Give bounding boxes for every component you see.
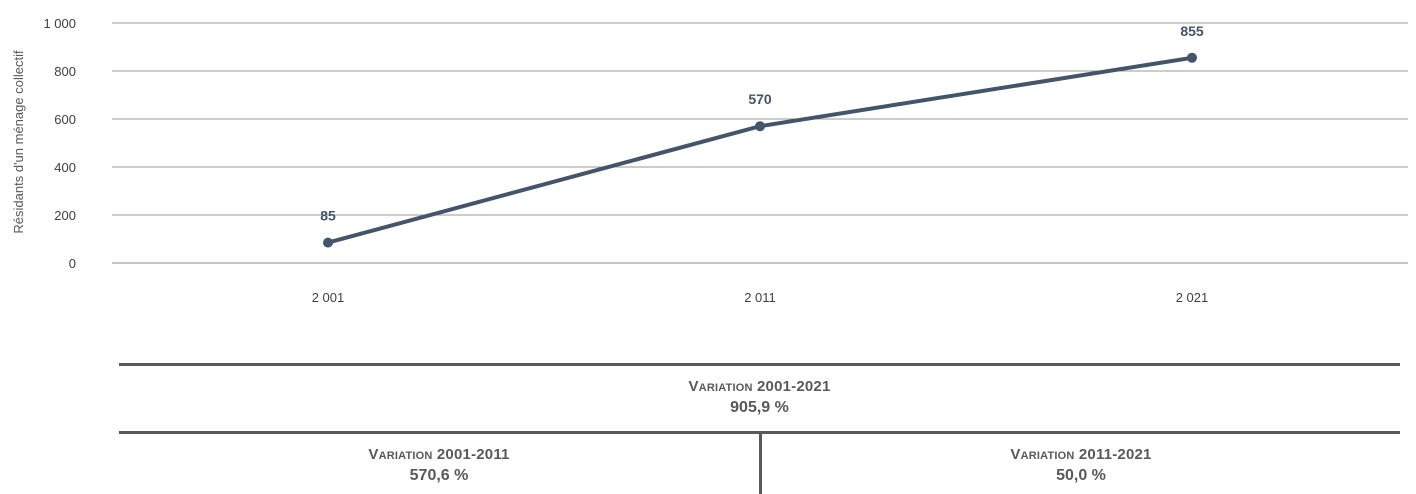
y-tick-label: 200 <box>54 208 76 223</box>
line-chart: Résidants d'un ménage collectif 0 200 400 6… <box>11 16 1408 305</box>
variation-second-title: Variation 2011-2021 <box>1010 446 1152 463</box>
middle-rule <box>119 431 1400 434</box>
data-label: 85 <box>320 208 336 224</box>
y-tick-label: 800 <box>54 64 76 79</box>
variation-first-value: 570,6 % <box>409 467 469 484</box>
x-axis-ticks: 2 001 2 011 2 021 <box>312 290 1209 305</box>
variation-total: Variation 2001-2021 905,9 % <box>119 378 1400 417</box>
data-point <box>755 121 765 132</box>
vertical-divider <box>759 434 762 494</box>
y-axis-ticks: 0 200 400 600 800 1 000 <box>43 16 76 271</box>
variation-second-value: 50,0 % <box>1056 467 1106 484</box>
variation-total-title: Variation 2001-2021 <box>688 378 831 395</box>
data-point <box>323 237 333 248</box>
x-tick-label: 2 021 <box>1176 290 1209 305</box>
variation-first: Variation 2001-2011 570,6 % <box>119 446 759 485</box>
x-tick-label: 2 001 <box>312 290 345 305</box>
y-tick-label: 0 <box>69 256 76 271</box>
data-label: 855 <box>1180 23 1204 39</box>
y-tick-label: 400 <box>54 160 76 175</box>
data-label: 570 <box>748 91 772 107</box>
y-axis-label: Résidants d'un ménage collectif <box>11 50 26 234</box>
data-series <box>323 52 1197 248</box>
top-rule <box>119 363 1400 366</box>
gridlines <box>112 22 1408 264</box>
y-tick-label: 1 000 <box>43 16 76 31</box>
y-tick-label: 600 <box>54 112 76 127</box>
variation-total-value: 905,9 % <box>730 399 789 416</box>
x-tick-label: 2 011 <box>744 290 776 305</box>
variation-first-title: Variation 2001-2011 <box>368 446 510 463</box>
data-point <box>1187 52 1197 63</box>
variation-second: Variation 2011-2021 50,0 % <box>762 446 1400 485</box>
data-labels: 85 570 855 <box>320 23 1204 224</box>
